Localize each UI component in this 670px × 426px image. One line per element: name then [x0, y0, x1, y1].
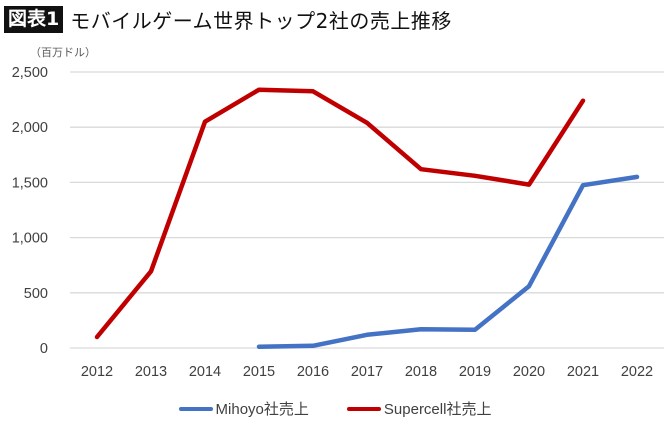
data-series: [94, 87, 640, 349]
x-tick-label: 2021: [567, 364, 599, 380]
x-tick-label: 2014: [189, 364, 221, 380]
legend-label-mihoyo: Mihoyo社売上: [215, 401, 309, 418]
chart-title: モバイルゲーム世界トップ2社の売上推移: [70, 8, 452, 33]
y-tick-label: 2,500: [12, 65, 48, 81]
x-tick-label: 2013: [135, 364, 167, 380]
x-tick-label: 2018: [405, 364, 437, 380]
x-tick-label: 2012: [81, 364, 113, 380]
x-tick-label: 2017: [351, 364, 383, 380]
y-tick-label: 1,000: [12, 231, 48, 247]
y-tick-label: 1,500: [12, 175, 48, 191]
legend-item-supercell[interactable]: Supercell社売上: [346, 398, 492, 419]
chart-header: 図表1 モバイルゲーム世界トップ2社の売上推移: [4, 5, 452, 33]
x-axis-ticks: 2012 2013 2014 2015 2016 2017 2018 2019 2020 2021…: [81, 364, 653, 380]
legend-label-supercell: Supercell社売上: [383, 401, 492, 418]
x-tick-label: 2019: [459, 364, 491, 380]
gridlines: [70, 71, 664, 349]
x-tick-label: 2020: [513, 364, 545, 380]
series-line-mihoyo: [256, 174, 640, 349]
legend-swatch-supercell: [346, 406, 381, 411]
legend-item-mihoyo[interactable]: Mihoyo社売上: [178, 398, 309, 419]
y-tick-label: 500: [24, 286, 48, 302]
y-tick-label: 0: [40, 341, 48, 357]
y-axis-unit-label: （百万ドル）: [30, 46, 96, 59]
x-tick-label: 2022: [621, 364, 653, 380]
figure-badge: 図表1: [4, 5, 64, 33]
y-tick-label: 2,000: [12, 120, 48, 136]
y-axis-ticks: 0 500 1,000 1,500 2,000 2,500: [12, 65, 48, 357]
x-tick-label: 2016: [297, 364, 329, 380]
x-tick-label: 2015: [243, 364, 275, 380]
legend: Mihoyo社売上 Supercell社売上: [0, 398, 670, 419]
series-line-supercell: [94, 87, 586, 340]
legend-swatch-mihoyo: [178, 406, 213, 411]
